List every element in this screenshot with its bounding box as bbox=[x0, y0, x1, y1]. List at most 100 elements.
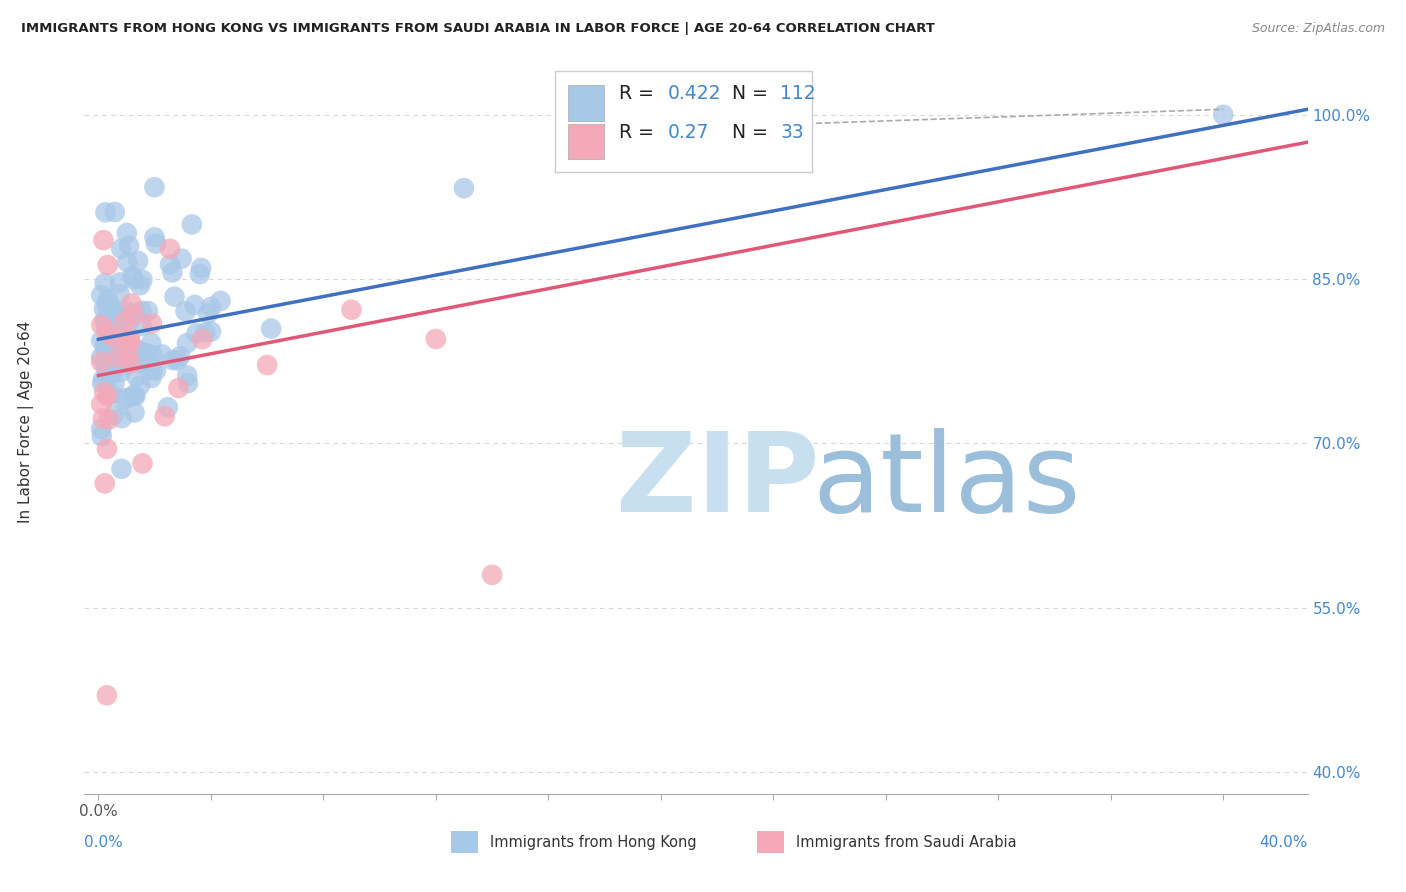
Point bbox=[93, 301, 115, 316]
Point bbox=[120, 356, 142, 370]
Point bbox=[134, 346, 156, 360]
Point bbox=[340, 302, 363, 317]
Point bbox=[100, 326, 122, 341]
Point bbox=[129, 378, 152, 392]
Point bbox=[190, 260, 212, 275]
Point bbox=[110, 462, 132, 476]
Point bbox=[153, 409, 176, 424]
Text: N =: N = bbox=[720, 84, 775, 103]
Point bbox=[129, 278, 152, 293]
Point bbox=[122, 388, 145, 402]
Point bbox=[115, 226, 138, 240]
Point bbox=[453, 181, 475, 195]
Point bbox=[143, 230, 166, 244]
Point bbox=[131, 319, 153, 334]
Point bbox=[122, 272, 145, 286]
Point bbox=[96, 442, 118, 456]
Point bbox=[96, 299, 118, 313]
Point bbox=[93, 276, 115, 290]
Point bbox=[141, 336, 163, 351]
Point bbox=[142, 363, 165, 377]
Point bbox=[111, 353, 134, 368]
Point bbox=[131, 303, 153, 318]
Point bbox=[156, 401, 179, 415]
Point bbox=[90, 355, 112, 369]
Point bbox=[176, 368, 198, 383]
FancyBboxPatch shape bbox=[555, 71, 813, 172]
Point bbox=[112, 392, 135, 407]
Point bbox=[167, 381, 190, 395]
Point bbox=[96, 389, 118, 403]
Point bbox=[104, 205, 127, 219]
Point bbox=[112, 341, 135, 355]
Point bbox=[105, 351, 128, 366]
Text: 0.27: 0.27 bbox=[668, 123, 710, 142]
Point bbox=[110, 242, 132, 256]
Point bbox=[93, 313, 115, 327]
Point bbox=[120, 334, 142, 349]
Text: 112: 112 bbox=[780, 84, 815, 103]
Point bbox=[143, 180, 166, 194]
Point bbox=[94, 337, 117, 351]
Point bbox=[94, 361, 117, 376]
Point bbox=[103, 408, 125, 422]
Point bbox=[115, 392, 138, 406]
Point bbox=[112, 357, 135, 371]
Text: Source: ZipAtlas.com: Source: ZipAtlas.com bbox=[1251, 22, 1385, 36]
Text: N =: N = bbox=[720, 123, 775, 142]
Point bbox=[105, 351, 128, 365]
Point bbox=[174, 304, 197, 318]
Point bbox=[118, 315, 141, 329]
Point bbox=[136, 304, 159, 318]
Point bbox=[91, 372, 114, 386]
Point bbox=[111, 411, 134, 425]
Point bbox=[121, 268, 143, 283]
Point bbox=[127, 254, 149, 268]
Point bbox=[110, 359, 132, 373]
Point bbox=[97, 342, 120, 356]
Point bbox=[186, 326, 208, 341]
Point bbox=[91, 376, 114, 391]
Point bbox=[159, 242, 181, 256]
Point bbox=[97, 292, 120, 306]
Point bbox=[101, 301, 124, 316]
Point bbox=[90, 350, 112, 364]
Point bbox=[141, 371, 163, 385]
Point bbox=[111, 342, 134, 356]
Point bbox=[159, 258, 181, 272]
Point bbox=[115, 304, 138, 318]
Point bbox=[110, 365, 132, 379]
Point bbox=[129, 356, 152, 370]
Point bbox=[150, 347, 173, 361]
Point bbox=[124, 405, 146, 419]
Point bbox=[90, 288, 112, 302]
FancyBboxPatch shape bbox=[758, 831, 785, 854]
Point bbox=[122, 306, 145, 320]
Point bbox=[96, 324, 118, 338]
Point bbox=[97, 258, 120, 272]
Point bbox=[169, 349, 191, 363]
Point bbox=[118, 238, 141, 252]
Point bbox=[96, 295, 118, 310]
Point bbox=[100, 349, 122, 363]
Text: IMMIGRANTS FROM HONG KONG VS IMMIGRANTS FROM SAUDI ARABIA IN LABOR FORCE | AGE 2: IMMIGRANTS FROM HONG KONG VS IMMIGRANTS … bbox=[21, 22, 935, 36]
Point bbox=[103, 376, 125, 391]
Point bbox=[108, 287, 131, 301]
Point bbox=[100, 353, 122, 368]
Point bbox=[170, 252, 193, 266]
Point bbox=[141, 317, 163, 331]
Point bbox=[107, 309, 129, 323]
Point bbox=[97, 367, 120, 381]
Point bbox=[93, 385, 115, 400]
Point bbox=[91, 411, 114, 425]
Point bbox=[194, 326, 217, 340]
Point bbox=[121, 296, 143, 310]
Point bbox=[166, 353, 188, 368]
Point bbox=[162, 265, 184, 279]
Point bbox=[200, 300, 222, 314]
Point bbox=[114, 332, 136, 346]
Point bbox=[131, 457, 153, 471]
Point bbox=[481, 567, 503, 582]
Point bbox=[93, 476, 115, 491]
Point bbox=[142, 348, 165, 362]
